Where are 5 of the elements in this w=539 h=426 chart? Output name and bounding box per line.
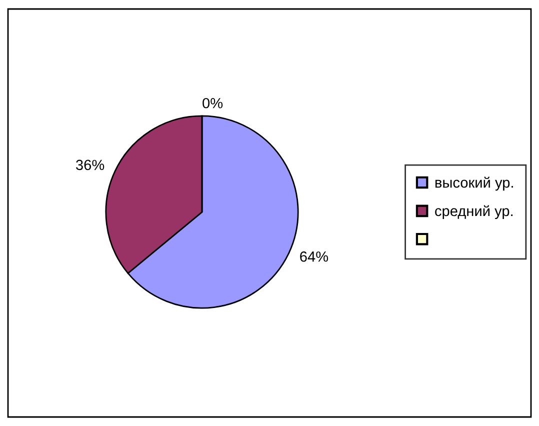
text: 0%: [202, 98, 223, 108]
legend-label: высокий ур.: [435, 176, 513, 191]
data-label: 64%: [300, 251, 328, 262]
data-label: 36%: [76, 160, 104, 170]
legend-label: средний ур.: [435, 205, 513, 220]
